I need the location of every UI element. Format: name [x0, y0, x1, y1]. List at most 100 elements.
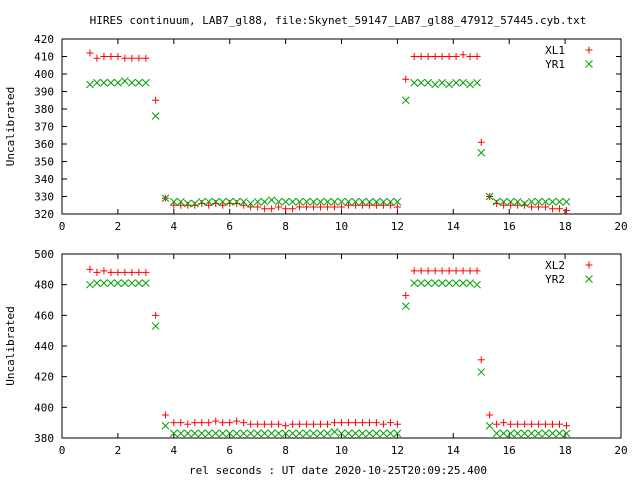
point-yr2 — [183, 429, 192, 438]
point-xl2 — [121, 268, 129, 276]
x-tick-label: 8 — [282, 220, 289, 233]
point-yr1 — [506, 197, 515, 206]
point-yr1 — [365, 197, 374, 206]
point-yr2 — [379, 429, 388, 438]
point-xl2 — [331, 419, 339, 427]
point-xl1 — [500, 201, 508, 209]
point-xl2 — [289, 420, 297, 428]
point-yr2 — [86, 280, 94, 289]
point-xl1 — [310, 203, 318, 211]
point-yr2 — [225, 429, 234, 438]
x-tick-label: 16 — [503, 444, 516, 457]
point-xl2 — [152, 311, 160, 319]
point-xl2 — [135, 268, 143, 276]
point-xl2 — [466, 267, 474, 275]
point-yr2 — [506, 429, 515, 438]
point-xl1 — [121, 54, 129, 62]
point-yr1 — [295, 197, 304, 206]
y-tick-label: 500 — [34, 248, 54, 261]
point-yr2 — [161, 421, 170, 430]
point-yr2 — [253, 429, 262, 438]
point-xl2 — [324, 420, 332, 428]
point-xl1 — [338, 203, 345, 211]
point-xl2 — [142, 268, 150, 276]
y-tick-label: 370 — [34, 121, 54, 134]
point-xl2 — [275, 420, 283, 428]
point-yr2 — [386, 429, 395, 438]
point-yr1 — [513, 197, 522, 206]
point-xl1 — [556, 205, 564, 213]
point-yr1 — [190, 199, 199, 208]
x-tick-label: 14 — [447, 444, 461, 457]
point-yr2 — [393, 429, 402, 438]
point-yr1 — [151, 112, 160, 120]
point-yr1 — [232, 197, 241, 206]
x-tick-label: 4 — [170, 220, 177, 233]
point-xl1 — [528, 203, 536, 211]
point-xl1 — [393, 203, 401, 211]
point-xl2 — [514, 420, 522, 428]
point-xl2 — [351, 419, 359, 427]
point-xl1 — [358, 201, 366, 209]
point-yr1 — [176, 197, 185, 206]
point-xl2 — [282, 422, 290, 430]
point-yr1 — [438, 78, 446, 87]
plot-frame — [61, 253, 622, 439]
y-tick-label: 420 — [34, 371, 54, 384]
point-xl2 — [212, 417, 220, 425]
point-xl2 — [100, 267, 108, 275]
legend-marker-xl2 — [585, 261, 593, 269]
x-tick-label: 10 — [335, 220, 348, 233]
point-yr1 — [114, 78, 122, 87]
point-xl2 — [86, 265, 94, 273]
point-yr2 — [302, 429, 311, 438]
point-xl1 — [135, 54, 143, 62]
point-xl1 — [317, 203, 325, 211]
point-xl2 — [549, 420, 557, 428]
point-yr2 — [527, 429, 536, 438]
plot-frame — [61, 38, 622, 215]
point-yr2 — [473, 280, 481, 289]
x-tick-label: 10 — [335, 444, 348, 457]
point-yr2 — [337, 429, 346, 438]
point-xl2 — [114, 268, 122, 276]
point-xl1 — [542, 203, 550, 211]
point-xl1 — [452, 53, 460, 60]
point-xl1 — [289, 205, 297, 213]
legend-marker-yr2 — [585, 275, 593, 283]
point-xl1 — [296, 203, 304, 211]
point-xl1 — [331, 203, 339, 211]
point-xl1 — [424, 53, 432, 60]
point-yr2 — [485, 421, 494, 430]
point-yr1 — [393, 197, 402, 206]
point-xl1 — [535, 203, 543, 211]
point-yr1 — [323, 197, 332, 206]
point-yr1 — [253, 197, 262, 206]
point-xl1 — [562, 207, 570, 214]
point-xl1 — [324, 203, 332, 211]
point-yr1 — [541, 197, 550, 206]
point-yr1 — [288, 197, 297, 206]
bottom-panel: 0 2 4 6 8 10 12 14 16 18 20 380 400 420 440 460 480 500 Un… — [4, 248, 628, 457]
y-tick-label: 400 — [34, 68, 54, 81]
point-xl2 — [205, 419, 213, 427]
point-yr2 — [562, 429, 571, 438]
point-yr2 — [211, 429, 220, 438]
point-xl1 — [379, 201, 387, 209]
point-xl2 — [358, 419, 366, 427]
point-xl1 — [268, 205, 276, 213]
point-yr2 — [309, 429, 318, 438]
y-tick-label: 480 — [34, 279, 54, 292]
point-xl1 — [417, 53, 425, 60]
point-xl2 — [184, 420, 192, 428]
x-tick-label: 8 — [282, 444, 289, 457]
point-xl2 — [402, 291, 410, 299]
point-xl1 — [128, 54, 136, 62]
point-xl2 — [535, 420, 543, 428]
point-xl1 — [282, 205, 290, 213]
point-yr2 — [114, 279, 122, 287]
point-yr1 — [93, 78, 101, 87]
y-tick-label: 350 — [34, 156, 54, 169]
point-xl1 — [473, 53, 481, 60]
y-tick-label: 330 — [34, 191, 54, 204]
